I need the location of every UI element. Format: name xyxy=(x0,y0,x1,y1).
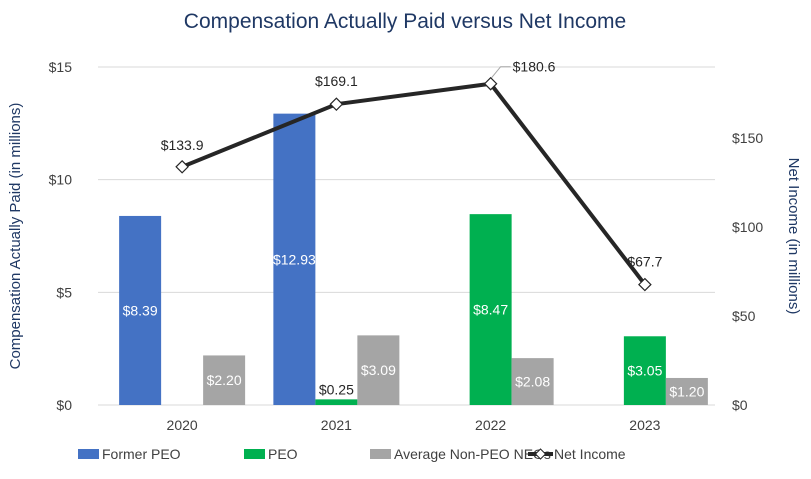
net-income-line xyxy=(181,81,647,286)
y-tick-label-left: $5 xyxy=(56,284,72,300)
net-income-marker xyxy=(175,159,189,174)
bar-data-label: $1.20 xyxy=(669,383,704,399)
legend-label: Former PEO xyxy=(102,446,181,462)
x-tick-label: 2021 xyxy=(321,417,352,433)
bar-former-peo xyxy=(273,113,316,406)
y-tick-label-left: $10 xyxy=(49,172,73,188)
net-income-marker xyxy=(638,277,652,292)
data-label-leader xyxy=(491,66,511,79)
net-income-data-label: $180.6 xyxy=(513,59,556,75)
chart-title: Compensation Actually Paid versus Net In… xyxy=(184,10,626,33)
bar-data-label: $3.05 xyxy=(627,363,662,379)
y-axis-title-right: Net Income (in millions) xyxy=(785,158,802,315)
bar-data-label: $2.20 xyxy=(207,372,242,388)
bar-average-non-peo-neos xyxy=(665,377,708,405)
y-tick-label-right: $100 xyxy=(732,219,763,235)
net-income-data-label: $133.9 xyxy=(161,137,204,153)
legend-swatch xyxy=(244,449,265,459)
bar-peo xyxy=(315,399,358,405)
net-income-marker xyxy=(329,97,344,112)
y-tick-label-right: $150 xyxy=(732,130,763,146)
legend-swatch xyxy=(78,449,99,459)
bar-average-non-peo-neos xyxy=(511,358,554,405)
y-tick-label-right: $0 xyxy=(732,397,748,413)
bar-former-peo xyxy=(119,215,162,405)
x-tick-label: 2023 xyxy=(629,417,660,433)
bar-data-label: $12.93 xyxy=(273,251,316,267)
legend-label: PEO xyxy=(268,446,298,462)
bar-data-label: $3.09 xyxy=(361,362,396,378)
bar-average-non-peo-neos xyxy=(203,355,246,405)
x-tick-label: 2020 xyxy=(167,417,198,433)
x-tick-label: 2022 xyxy=(475,417,506,433)
bar-data-label: $8.47 xyxy=(473,302,508,318)
net-income-data-label: $169.1 xyxy=(315,73,358,89)
legend-label: Average Non-PEO NEOs xyxy=(394,446,551,462)
bar-data-label: $2.08 xyxy=(515,374,550,390)
legend-swatch xyxy=(370,449,391,459)
y-tick-label-left: $0 xyxy=(56,397,72,413)
bar-data-label: $0.25 xyxy=(319,381,354,397)
legend-label: Net Income xyxy=(554,446,626,462)
bar-peo xyxy=(623,336,666,405)
bar-peo xyxy=(469,214,512,405)
y-tick-label-left: $15 xyxy=(49,59,73,75)
bar-average-non-peo-neos xyxy=(357,335,400,405)
legend-diamond-icon xyxy=(534,448,547,460)
net-income-marker xyxy=(483,76,498,91)
net-income-data-label: $67.7 xyxy=(627,254,662,270)
y-axis-title-left: Compensation Actually Paid (in millions) xyxy=(7,103,24,370)
y-tick-label-right: $50 xyxy=(732,308,756,324)
bar-data-label: $8.39 xyxy=(123,302,158,318)
